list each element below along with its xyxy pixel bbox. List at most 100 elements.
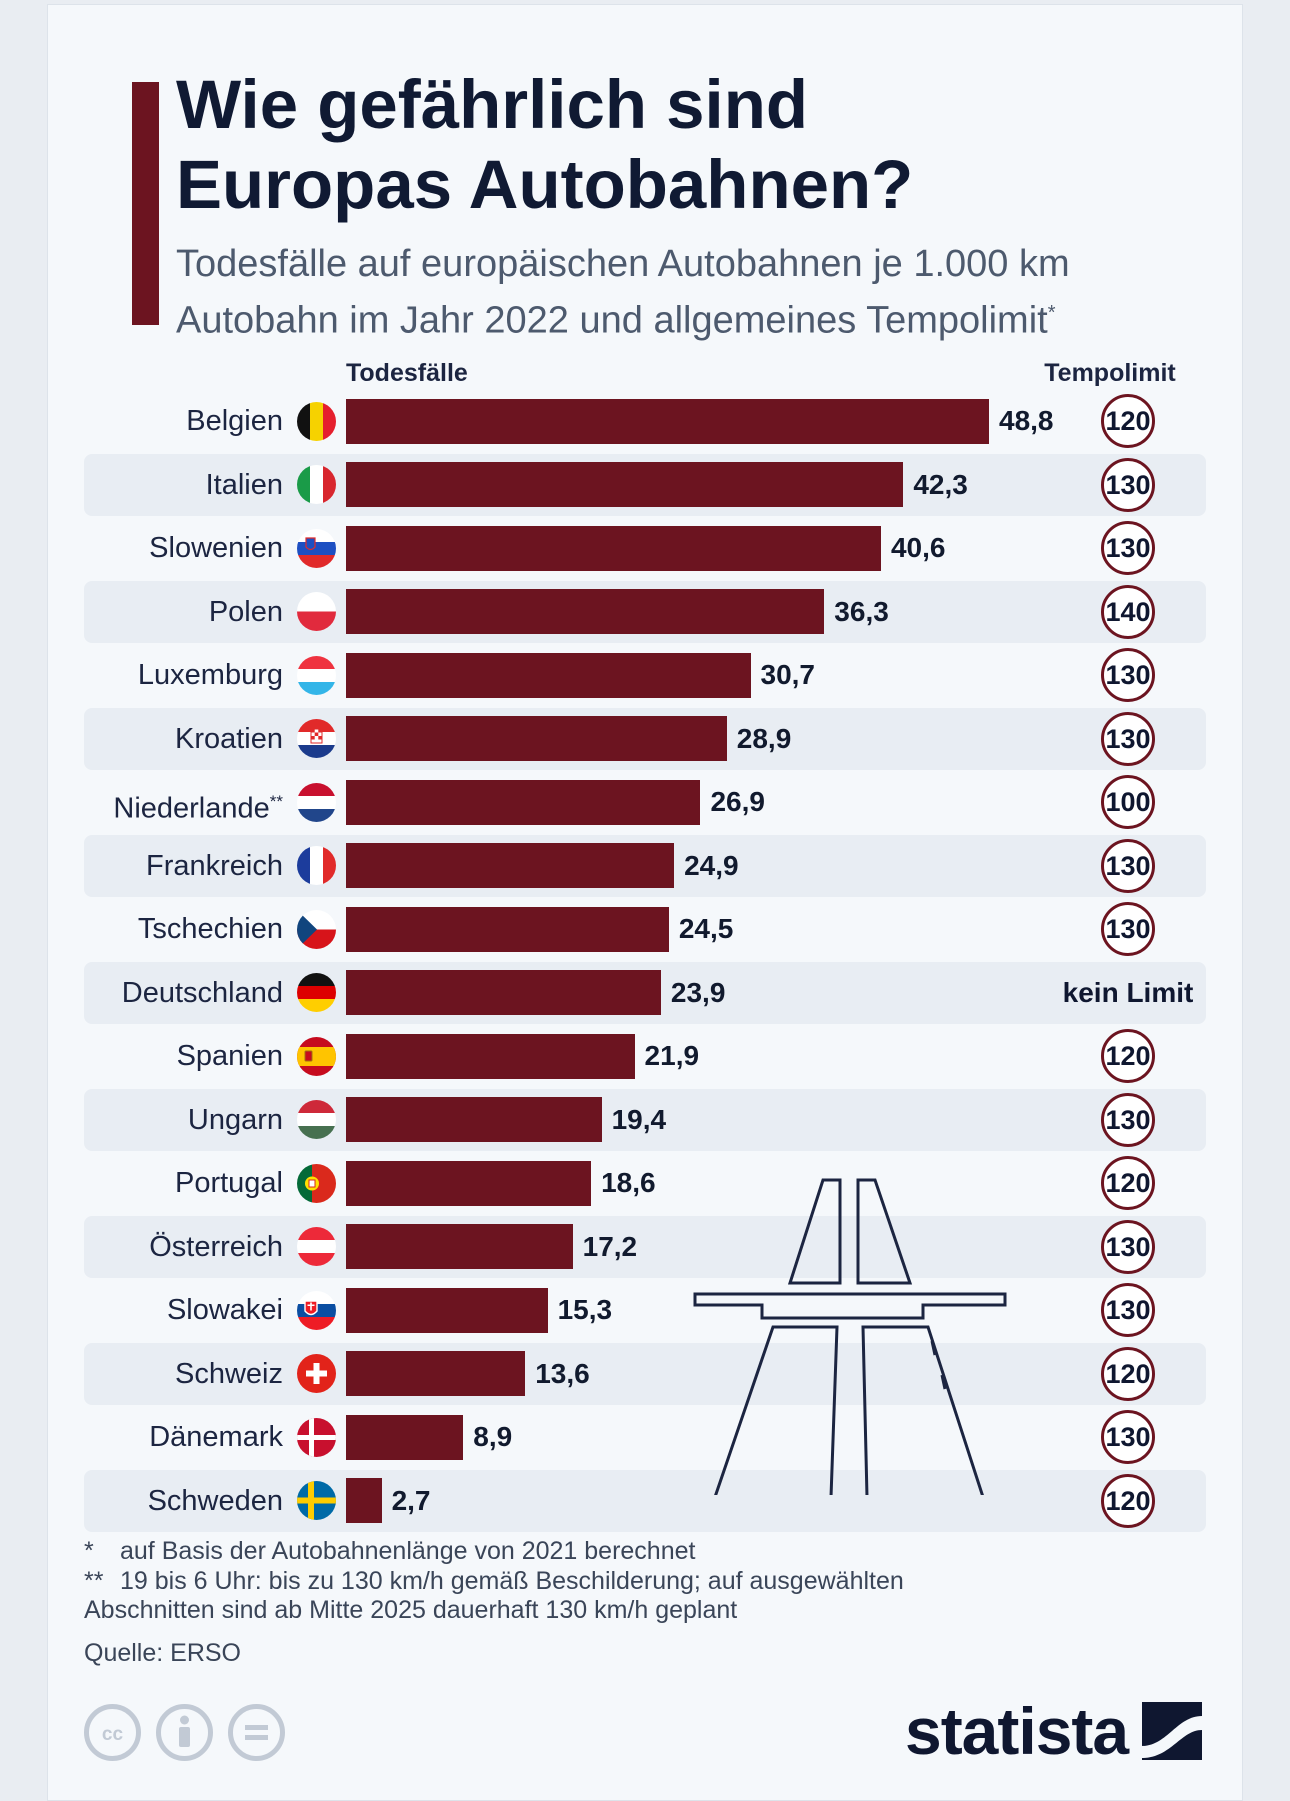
- slovenia-flag-icon: [297, 528, 336, 568]
- portugal-flag-icon: [297, 1163, 336, 1203]
- bar: [346, 1478, 382, 1523]
- category-label: Österreich: [149, 1230, 283, 1263]
- denmark-flag-icon: [297, 1417, 336, 1457]
- bar: [346, 1351, 526, 1396]
- bar: [346, 1097, 602, 1142]
- bar: [346, 398, 989, 444]
- category-label: Belgien: [186, 405, 283, 437]
- chart-title: Wie gefährlich sind Europas Autobahnen?: [176, 66, 914, 223]
- speed-limit-badge: 130: [1101, 711, 1155, 766]
- category-label: Italien: [205, 468, 283, 501]
- category-label: Slowakei: [166, 1294, 283, 1326]
- data-label: 40,6: [890, 532, 946, 563]
- speed-limit-badge: 130: [1101, 521, 1155, 575]
- category-label: Tschechien: [137, 913, 283, 945]
- slovakia-flag-icon: [297, 1290, 336, 1330]
- svg-text:cc: cc: [102, 1724, 124, 1745]
- bar: [346, 525, 881, 571]
- speed-limit-badge: 120: [1101, 394, 1155, 448]
- category-label: Niederlande**: [113, 792, 283, 825]
- cc-icon[interactable]: cc: [84, 1704, 141, 1761]
- footnote-2-continued: Abschnitten sind ab Mitte 2025 dauerhaft…: [84, 1596, 738, 1624]
- data-label: 2,7: [391, 1484, 431, 1516]
- bar: [346, 589, 825, 634]
- row-stripe: [84, 1469, 1206, 1532]
- motorway-icon: [693, 1178, 1007, 1495]
- germany-flag-icon: [297, 973, 336, 1012]
- data-label: 18,6: [601, 1167, 656, 1198]
- statista-logo-text: statista: [905, 1696, 1130, 1766]
- statista-logo[interactable]: statista: [905, 1696, 1210, 1766]
- data-label: 23,9: [670, 976, 726, 1008]
- data-label: 17,2: [582, 1230, 638, 1262]
- source-line: Quelle: ERSO: [84, 1639, 242, 1667]
- sweden-flag-icon: [297, 1481, 336, 1520]
- statista-logo-mark: [1142, 1702, 1202, 1760]
- category-label: Ungarn: [187, 1103, 283, 1136]
- series-header: Todesfälle: [346, 359, 468, 387]
- bar: [346, 779, 701, 825]
- speed-limit-badge: 100: [1101, 775, 1155, 829]
- category-label: Spanien: [176, 1040, 283, 1072]
- speed-limit-badge: 130: [1101, 1092, 1155, 1147]
- speed-limit-badge: 130: [1101, 1283, 1155, 1337]
- bar: [346, 716, 727, 761]
- luxembourg-flag-icon: [297, 655, 336, 695]
- category-label: Schweden: [147, 1484, 283, 1517]
- czechia-flag-icon: [297, 909, 336, 949]
- tempolimit-header: Tempolimit: [1044, 359, 1176, 387]
- bar: [346, 1033, 635, 1079]
- no-derivatives-icon[interactable]: [228, 1704, 285, 1761]
- title-accent-bar: [132, 82, 159, 325]
- data-label: 30,7: [760, 659, 816, 690]
- italy-flag-icon: [297, 465, 336, 504]
- speed-limit-badge: 120: [1101, 1156, 1155, 1210]
- speed-limit-badge: 130: [1101, 648, 1155, 702]
- data-label: 21,9: [644, 1040, 700, 1071]
- data-label: 26,9: [710, 786, 765, 817]
- netherlands-flag-icon: [297, 782, 336, 822]
- attribution-icon[interactable]: [156, 1704, 213, 1761]
- footnote-1: * auf Basis der Autobahnenlänge von 2021 …: [84, 1537, 696, 1565]
- speed-limit-badge: kein Limit: [1062, 976, 1194, 1008]
- data-label: 24,5: [678, 913, 734, 944]
- data-label: 8,9: [473, 1421, 513, 1452]
- speed-limit-badge: 130: [1101, 838, 1155, 893]
- bar: [346, 843, 675, 888]
- chart-subtitle: Todesfälle auf europäischen Autobahnen j…: [176, 243, 1070, 342]
- data-label: 15,3: [557, 1294, 613, 1325]
- data-label: 13,6: [535, 1357, 590, 1389]
- belgium-flag-icon: [297, 401, 336, 441]
- category-label: Portugal: [174, 1167, 283, 1199]
- bar: [346, 1160, 592, 1206]
- category-label: Kroatien: [174, 722, 283, 755]
- speed-limit-badge: 140: [1101, 584, 1155, 639]
- bar: [346, 970, 661, 1015]
- data-label: 36,3: [834, 595, 889, 627]
- category-label: Polen: [208, 595, 283, 628]
- poland-flag-icon: [297, 592, 336, 631]
- hungary-flag-icon: [297, 1100, 336, 1139]
- footnote-2: ** 19 bis 6 Uhr: bis zu 130 km/h gemäß Be…: [84, 1567, 904, 1595]
- speed-limit-badge: 120: [1101, 1473, 1155, 1528]
- speed-limit-badge: 130: [1101, 1410, 1155, 1464]
- data-label: 48,8: [999, 405, 1054, 436]
- speed-limit-badge: 130: [1101, 1219, 1155, 1274]
- data-label: 42,3: [913, 468, 968, 500]
- speed-limit-badge: 120: [1101, 1346, 1155, 1401]
- speed-limit-badge: 120: [1101, 1029, 1155, 1083]
- category-label: Dänemark: [149, 1421, 283, 1453]
- france-flag-icon: [297, 846, 336, 885]
- data-label: 28,9: [736, 722, 792, 754]
- bar: [346, 1414, 464, 1460]
- data-label: 24,9: [684, 849, 739, 881]
- bar: [346, 906, 669, 952]
- bar: [346, 652, 751, 698]
- row-stripe: [84, 1342, 1206, 1405]
- category-label: Luxemburg: [137, 659, 283, 691]
- row-stripe: [84, 1215, 1206, 1278]
- bar: [346, 462, 904, 507]
- spain-flag-icon: [297, 1036, 336, 1076]
- data-label: 19,4: [611, 1103, 667, 1135]
- category-label: Slowenien: [149, 532, 283, 564]
